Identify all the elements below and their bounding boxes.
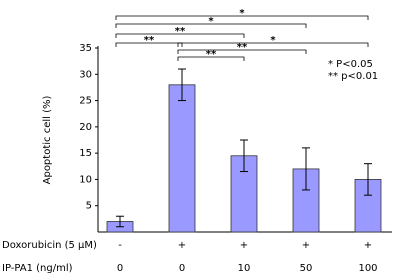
x-tick-label: +: [364, 240, 372, 251]
significance-label: **: [206, 49, 217, 60]
significance-bracket: [177, 56, 245, 61]
significance-label: **: [175, 26, 186, 37]
x-tick-label: 0: [179, 263, 185, 274]
significance-label: *: [208, 16, 214, 27]
x-tick-label: 0: [117, 263, 123, 274]
y-tick-label: 5: [86, 201, 92, 212]
x-tick-label: +: [240, 240, 248, 251]
x-tick-label: +: [178, 240, 186, 251]
y-tick-label: 30: [79, 69, 92, 80]
x-tick-label: 100: [358, 263, 377, 274]
legend-entry: ** p<0.01: [328, 71, 378, 82]
x-tick-label: 10: [238, 263, 251, 274]
significance-bracket: [177, 42, 369, 47]
significance-bracket: [115, 23, 307, 28]
significance-label: *: [239, 8, 245, 19]
significance-bracket: [115, 42, 183, 47]
y-tick-label: 15: [79, 148, 92, 159]
legend-entry: * P<0.05: [328, 59, 373, 70]
y-tick-label: 20: [79, 122, 92, 133]
significance-label: **: [144, 35, 155, 46]
significance-bracket: [115, 33, 245, 38]
y-tick-label: 10: [79, 174, 92, 185]
bar: [168, 84, 196, 233]
significance-bracket: [115, 15, 369, 20]
x-tick-label: +: [302, 240, 310, 251]
y-tick-label: 35: [79, 43, 92, 54]
significance-label: **: [237, 42, 248, 53]
row-label: Doxorubicin (5 μM): [2, 240, 97, 251]
significance-label: *: [270, 35, 276, 46]
row-label: IP-PA1 (ng/ml): [2, 263, 73, 274]
y-tick-label: 25: [79, 96, 92, 107]
x-tick-label: -: [118, 240, 122, 251]
x-tick-label: 50: [300, 263, 313, 274]
significance-bracket: [177, 49, 307, 54]
y-axis-label: Apoptotic cell (%): [42, 96, 53, 185]
